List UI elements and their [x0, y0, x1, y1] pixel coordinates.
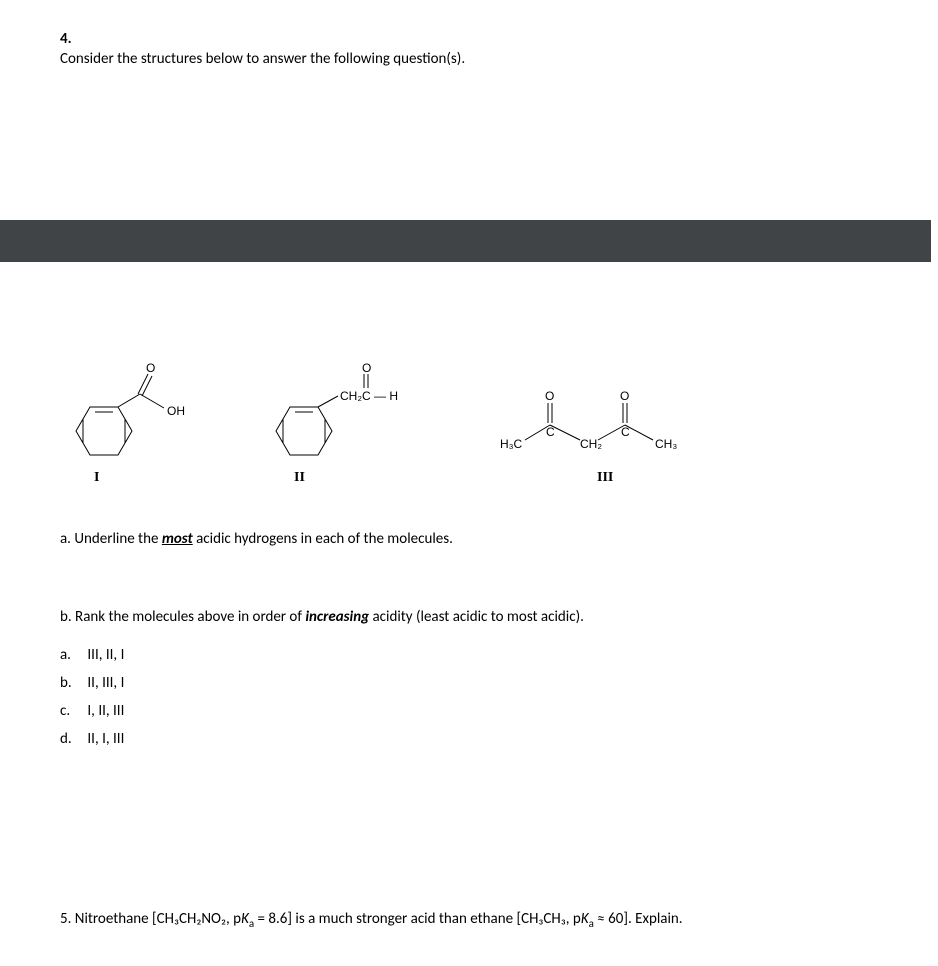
q5-K2: K [581, 910, 589, 928]
part-a-rest: acidic hydrogens in each of the molecule… [193, 530, 453, 548]
option-a[interactable]: a. III, II, I [60, 644, 880, 666]
q5-end: ≈ 60]. Explain. [594, 910, 683, 928]
option-c-letter: c. [60, 702, 84, 720]
q5-pre: 5. Nitroethane [CH₃CH₂NO₂, p [60, 910, 241, 928]
label-O-II: O [362, 361, 371, 375]
option-b[interactable]: b. II, III, I [60, 672, 880, 694]
q5-K1: K [241, 910, 249, 928]
option-d-letter: d. [60, 730, 84, 748]
label-CH2: CH₂ [580, 437, 602, 451]
option-c-text: I, II, III [87, 702, 124, 720]
question-number: 4. [60, 30, 878, 48]
dark-band [0, 220, 931, 262]
sub-questions: a. Underline the most acidic hydrogens i… [60, 530, 880, 756]
part-b-rest: acidity (least acidic to most acidic). [369, 608, 584, 626]
option-c[interactable]: c. I, II, III [60, 700, 880, 722]
question-5: 5. Nitroethane [CH₃CH₂NO₂, pKa = 8.6] is… [60, 910, 890, 930]
option-b-text: II, III, I [87, 674, 124, 692]
label-O-III-2: O [620, 389, 629, 403]
part-b-pre: b. Rank the molecules above in order of [60, 608, 305, 626]
question-4-header: 4. Consider the structures below to answ… [0, 0, 938, 68]
option-d[interactable]: d. II, I, III [60, 728, 880, 750]
roman-II: II [294, 470, 305, 486]
label-CH3: CH₃ [655, 437, 677, 451]
structure-II: CH₂C — H O II [260, 360, 450, 480]
option-b-letter: b. [60, 674, 84, 692]
part-b: b. Rank the molecules above in order of … [60, 608, 880, 750]
label-H3C: H₃C [500, 437, 523, 451]
part-a-pre: a. Underline the [60, 530, 162, 548]
roman-III: III [597, 470, 613, 486]
option-a-letter: a. [60, 646, 84, 664]
structure-I: O OH I [60, 360, 210, 480]
label-OH: OH [167, 404, 185, 418]
q5-mid: = 8.6] is a much stronger acid than etha… [254, 910, 581, 928]
question-stem: Consider the structures below to answer … [60, 50, 878, 68]
label-C-III-2: C [621, 425, 630, 439]
label-CH2C-H: CH₂C — H [340, 389, 398, 403]
structure-III: O O C C H₃C CH₂ CH₃ III [495, 370, 715, 480]
options-list: a. III, II, I b. II, III, I c. I, II, II… [60, 644, 880, 750]
label-O: O [146, 361, 155, 375]
roman-I: I [94, 470, 99, 486]
structures-row: O OH I CH₂C — H O II [60, 360, 880, 490]
label-O-III-1: O [545, 389, 554, 403]
option-d-text: II, I, III [87, 730, 124, 748]
part-a-emph: most [162, 530, 193, 548]
option-a-text: III, II, I [87, 646, 124, 664]
part-a: a. Underline the most acidic hydrogens i… [60, 530, 880, 548]
part-b-emph: increasing [305, 608, 369, 626]
label-C-III-1: C [546, 425, 555, 439]
